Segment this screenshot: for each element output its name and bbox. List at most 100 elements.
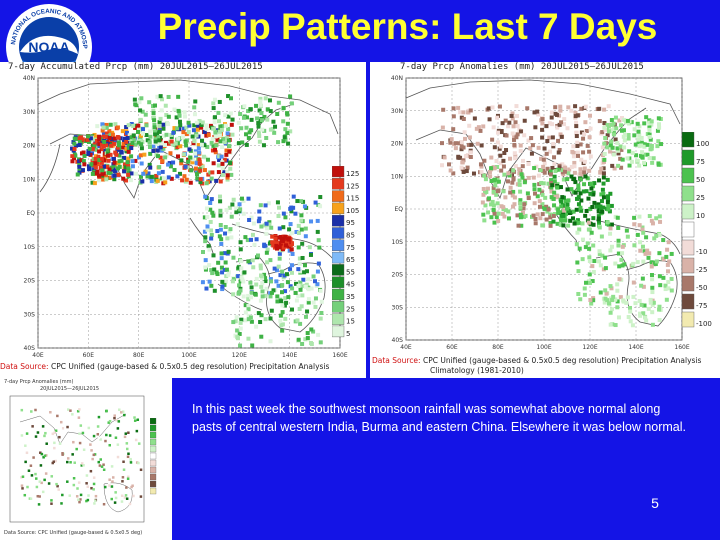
field-cell: [605, 122, 610, 127]
field-cell: [559, 199, 564, 204]
field-cell: [105, 148, 110, 153]
field-cell: [582, 286, 587, 291]
field-cell: [110, 465, 114, 468]
field-cell: [287, 227, 292, 232]
field-cell: [195, 123, 200, 128]
field-cell: [106, 151, 111, 156]
field-cell: [115, 135, 120, 140]
legend-label: 35: [346, 293, 355, 301]
field-cell: [641, 284, 646, 289]
field-cell: [90, 180, 95, 185]
field-cell: [461, 158, 466, 163]
field-cell: [557, 122, 562, 127]
field-cell: [639, 302, 644, 307]
field-cell: [155, 131, 160, 136]
field-cell: [225, 175, 230, 180]
field-cell: [540, 202, 545, 207]
field-cell: [552, 179, 557, 184]
field-cell: [97, 137, 102, 142]
field-cell: [66, 480, 69, 483]
field-cell: [294, 298, 299, 303]
field-cell: [183, 164, 188, 169]
field-cell: [72, 147, 77, 152]
field-cell: [603, 136, 608, 141]
field-cell: [229, 172, 234, 177]
field-cell: [533, 125, 538, 130]
accumulated-precip-map: 7-day Accumulated Prcp (mm) 20JUL2015—26…: [0, 62, 366, 378]
field-cell: [114, 436, 118, 439]
field-cell: [532, 201, 537, 206]
field-cell: [550, 135, 555, 140]
field-cell: [116, 455, 120, 459]
field-cell: [232, 277, 237, 282]
field-cell: [94, 494, 98, 498]
field-cell: [140, 109, 145, 114]
field-cell: [79, 135, 84, 140]
field-cell: [206, 244, 211, 249]
field-cell: [282, 273, 287, 278]
field-cell: [544, 217, 549, 222]
field-cell: [152, 122, 157, 127]
field-cell: [488, 202, 493, 207]
field-cell: [50, 502, 53, 505]
field-cell: [208, 170, 213, 175]
field-cell: [576, 220, 581, 225]
field-cell: [259, 111, 264, 116]
field-cell: [239, 266, 244, 271]
field-cell: [219, 127, 224, 132]
field-cell: [313, 304, 318, 309]
field-cell: [155, 141, 160, 146]
field-cell: [208, 207, 213, 212]
field-cell: [596, 259, 601, 264]
field-cell: [489, 215, 494, 220]
field-cell: [283, 234, 288, 239]
field-cell: [602, 120, 607, 125]
field-cell: [483, 177, 488, 182]
field-cell: [656, 139, 661, 144]
field-cell: [106, 158, 111, 163]
field-cell: [155, 148, 160, 153]
field-cell: [102, 139, 107, 144]
field-cell: [247, 130, 252, 135]
field-cell: [59, 426, 62, 430]
field-cell: [280, 322, 285, 327]
field-cell: [124, 178, 129, 183]
field-cell: [151, 111, 156, 116]
field-cell: [135, 461, 139, 464]
field-cell: [217, 157, 222, 162]
field-cell: [72, 477, 76, 480]
field-cell: [308, 340, 313, 345]
field-cell: [97, 178, 102, 183]
field-cell: [182, 114, 187, 119]
field-cell: [464, 169, 469, 174]
field-cell: [192, 139, 197, 144]
field-cell: [133, 125, 138, 130]
field-cell: [130, 159, 135, 164]
field-cell: [616, 151, 621, 156]
field-cell: [295, 318, 300, 323]
field-cell: [66, 460, 69, 464]
field-cell: [499, 130, 504, 135]
field-cell: [579, 208, 584, 213]
field-cell: [451, 106, 456, 111]
field-cell: [657, 304, 662, 309]
field-cell: [219, 251, 224, 256]
field-cell: [456, 141, 461, 146]
field-cell: [296, 267, 301, 272]
field-cell: [99, 438, 102, 441]
field-cell: [209, 268, 214, 273]
field-cell: [184, 125, 189, 130]
field-cell: [610, 307, 615, 312]
field-cell: [590, 264, 595, 269]
field-cell: [637, 124, 642, 129]
field-cell: [218, 222, 223, 227]
field-cell: [219, 154, 224, 159]
field-cell: [205, 214, 210, 219]
field-cell: [458, 110, 463, 115]
field-cell: [264, 135, 269, 140]
field-cell: [112, 177, 117, 182]
thumbnail-title: 7-day Prcp Anomalies (mm): [4, 379, 74, 385]
field-cell: [26, 485, 29, 489]
field-cell: [213, 150, 218, 155]
field-cell: [265, 260, 270, 265]
